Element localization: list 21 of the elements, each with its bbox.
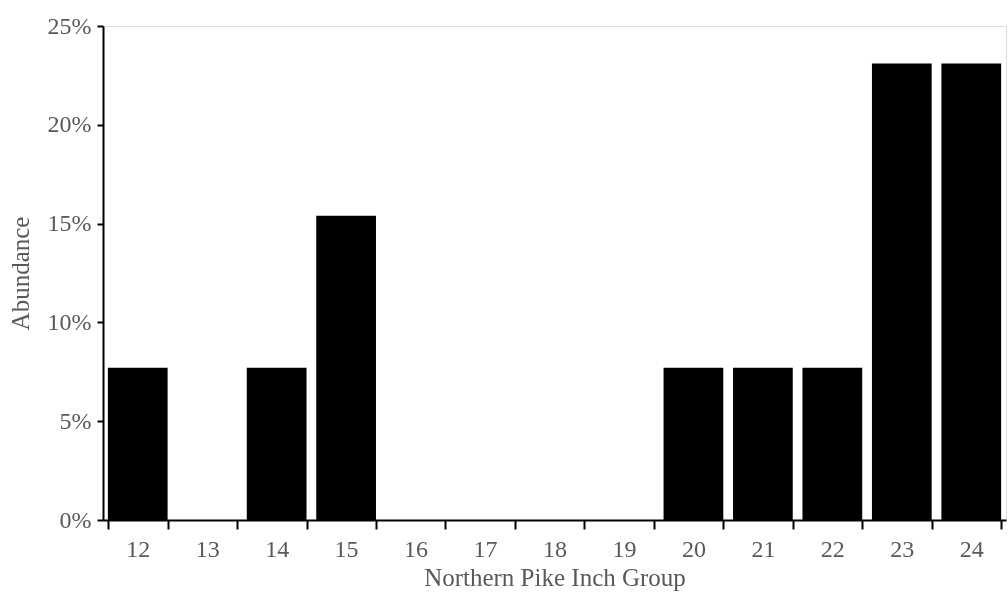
y-tick-label: 15%: [47, 210, 92, 237]
x-tick-label: 24: [959, 535, 984, 562]
x-tick-label: 16: [404, 535, 429, 562]
x-axis-title: Northern Pike Inch Group: [424, 563, 686, 591]
x-tick-label: 12: [126, 535, 151, 562]
y-tick-label: 5%: [59, 407, 92, 434]
x-tick-label: 15: [334, 535, 359, 562]
x-tick-label: 14: [265, 535, 290, 562]
x-tick-label: 13: [195, 535, 220, 562]
y-tick-label: 20%: [47, 111, 92, 138]
x-tick-label: 18: [543, 535, 567, 562]
x-tick-label: 23: [890, 535, 915, 562]
x-tick-label: 17: [473, 535, 498, 562]
x-tick-label: 19: [612, 535, 637, 562]
x-tick-label: 20: [681, 535, 706, 562]
y-axis-title: Abundance: [6, 216, 34, 331]
y-tick-label: 0%: [59, 506, 92, 533]
y-tick-label: 25%: [47, 12, 92, 39]
x-tick-label: 22: [820, 535, 845, 562]
y-tick-label: 10%: [47, 308, 92, 335]
x-tick-label: 21: [751, 535, 776, 562]
